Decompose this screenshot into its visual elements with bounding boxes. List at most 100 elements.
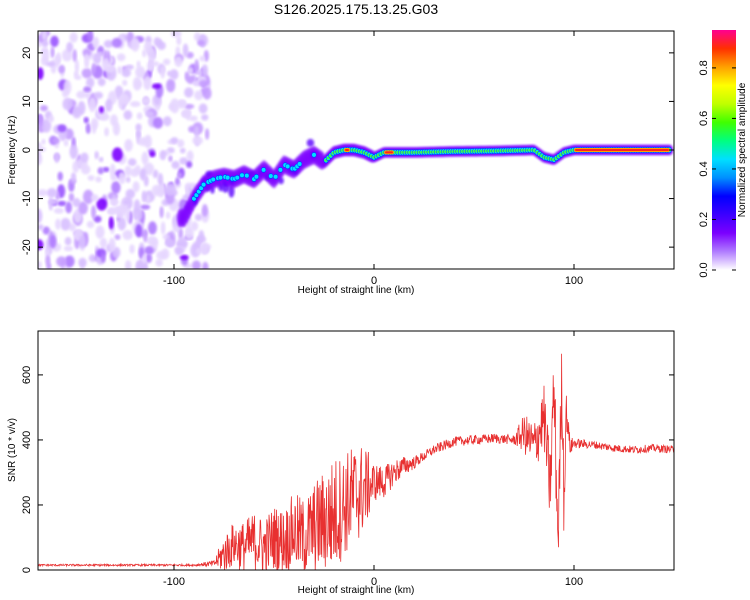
noise-blob [84, 53, 90, 69]
noise-blob [176, 172, 183, 178]
noise-blob [95, 225, 105, 239]
noise-blob [57, 171, 63, 182]
noise-blob [194, 213, 203, 221]
noise-blob [87, 31, 94, 43]
noise-blob [42, 226, 51, 235]
noise-blob [57, 124, 67, 133]
noise-blob [162, 58, 171, 66]
noise-blob [191, 260, 202, 269]
noise-blob [99, 237, 108, 249]
noise-blob [169, 69, 179, 80]
noise-blob [143, 76, 152, 91]
ridge-inner [192, 196, 196, 201]
colorbar-tick-label: 0.6 [698, 111, 710, 126]
noise-blob [192, 136, 203, 145]
noise-blob [100, 253, 106, 263]
snr-ticks: -100 0 100 0 200 400 600 [21, 331, 674, 588]
noise-blob [168, 155, 173, 162]
noise-blob [174, 246, 184, 256]
noise-blob [77, 101, 86, 115]
ridge-peak [345, 149, 349, 151]
noise-blob [68, 192, 75, 202]
noise-blob [56, 256, 67, 267]
noise-blob [64, 237, 72, 246]
x-tick-label: 100 [565, 275, 583, 287]
noise-blob [40, 48, 47, 54]
noise-blob [114, 234, 121, 240]
noise-blob [69, 144, 78, 160]
noise-blob [129, 244, 135, 254]
noise-blob [190, 182, 196, 189]
noise-blob [198, 230, 205, 241]
noise-blob [112, 147, 123, 162]
ridge-inner [268, 174, 273, 179]
noise-blob [38, 113, 44, 127]
noise-blob [186, 150, 194, 162]
noise-blob [150, 238, 159, 249]
noise-blob [88, 254, 97, 263]
noise-blob [91, 62, 97, 75]
noise-blob [94, 151, 99, 160]
noise-blob [163, 116, 172, 127]
ridge-inner [199, 186, 204, 191]
noise-blob [167, 70, 172, 77]
noise-blob [184, 71, 190, 81]
noise-blob [164, 238, 176, 248]
noise-blob [52, 137, 60, 144]
noise-blob [87, 175, 95, 181]
noise-blob [99, 106, 104, 114]
noise-blob [72, 49, 77, 63]
noise-blob [202, 87, 212, 100]
noise-blob [108, 216, 114, 230]
noise-blob [146, 60, 155, 72]
noise-blob [48, 115, 54, 123]
noise-blob [160, 221, 166, 235]
noise-blob [175, 177, 180, 186]
colorbar-tick-label: 0.2 [698, 212, 710, 227]
noise-blob [91, 117, 99, 130]
noise-blob [122, 229, 133, 241]
noise-blob [160, 66, 166, 79]
noise-blob [63, 245, 74, 252]
noise-blob [141, 151, 149, 165]
noise-blob [201, 203, 208, 217]
ridge-inner [194, 193, 199, 198]
spectrogram-noise-blobs [38, 31, 212, 269]
noise-blob [179, 147, 186, 154]
noise-blob [145, 253, 153, 263]
noise-blob [38, 146, 46, 153]
y-tick-label: 0 [21, 567, 33, 573]
noise-blob [177, 139, 185, 148]
noise-blob [112, 121, 121, 136]
noise-blob [91, 205, 97, 219]
spectrogram-ridge [176, 138, 674, 227]
noise-blob [162, 233, 169, 240]
noise-blob [78, 235, 86, 249]
noise-blob [58, 64, 66, 74]
noise-blob [141, 96, 150, 105]
noise-blob [171, 160, 180, 170]
noise-blob [60, 217, 71, 231]
noise-blob [83, 116, 89, 124]
noise-blob [38, 208, 43, 224]
spectrogram-y-axis-label: Frequency (Hz) [7, 116, 18, 185]
noise-blob [97, 167, 104, 175]
noise-blob [184, 87, 194, 98]
noise-blob [46, 188, 58, 198]
noise-blob [74, 59, 80, 74]
noise-blob [78, 257, 87, 268]
ridge-scatter [278, 177, 284, 185]
noise-blob [199, 55, 206, 62]
noise-blob [101, 58, 110, 71]
noise-blob [41, 118, 52, 133]
noise-blob [50, 46, 55, 59]
noise-blob [178, 227, 184, 240]
noise-blob [161, 248, 170, 260]
noise-blob [134, 164, 141, 175]
noise-blob [57, 200, 67, 207]
noise-blob [197, 40, 205, 46]
snr-series-line [38, 353, 674, 570]
noise-blob [182, 43, 189, 57]
noise-blob [93, 215, 102, 223]
